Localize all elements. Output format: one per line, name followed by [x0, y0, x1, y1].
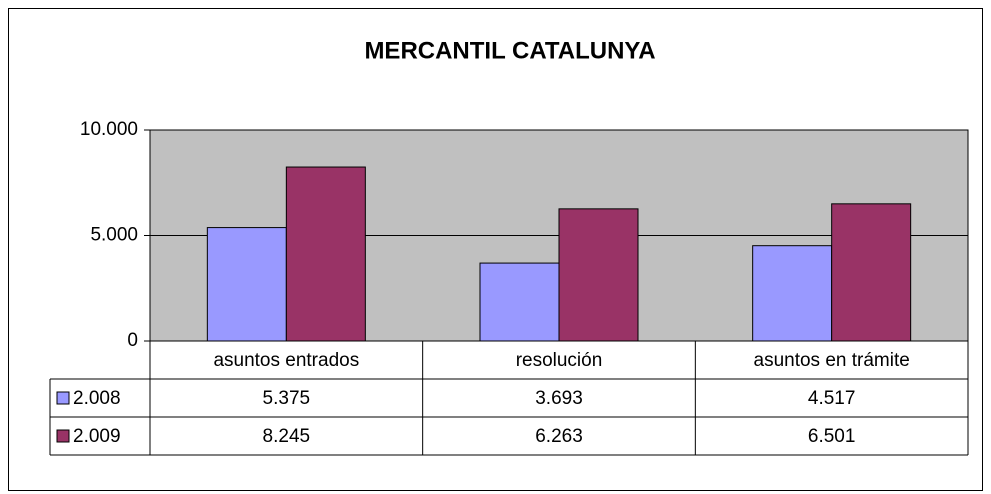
legend-label: 2.008 — [73, 388, 121, 409]
y-tick-label: 0 — [127, 330, 138, 351]
table-value: 3.693 — [535, 388, 583, 409]
y-tick-label: 10.000 — [80, 119, 138, 140]
bar — [285, 166, 366, 342]
bar — [206, 227, 287, 342]
table-value: 8.245 — [263, 426, 311, 447]
legend-label: 2.009 — [73, 426, 121, 447]
bar — [479, 262, 560, 342]
table-value: 6.263 — [535, 426, 583, 447]
bar — [752, 245, 833, 342]
chart-title: MERCANTIL CATALUNYA — [364, 37, 655, 64]
x-tick-label: asuntos entrados — [213, 350, 359, 371]
x-tick-label: resolución — [516, 350, 603, 371]
y-tick-label: 5.000 — [90, 225, 138, 246]
table-value: 4.517 — [808, 388, 856, 409]
bar — [558, 208, 639, 342]
table-value: 6.501 — [808, 426, 856, 447]
x-tick-label: asuntos en trámite — [754, 350, 910, 371]
table-value: 5.375 — [263, 388, 311, 409]
legend-key — [56, 429, 70, 443]
bar — [831, 203, 912, 342]
legend-key — [56, 391, 70, 405]
